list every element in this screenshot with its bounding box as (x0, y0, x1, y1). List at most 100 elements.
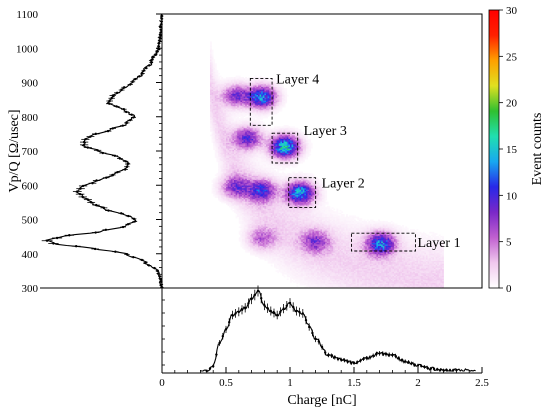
heatmap-cell (245, 130, 248, 133)
heatmap-cell (227, 111, 230, 113)
heatmap-cell (270, 207, 273, 209)
heatmap-cell (258, 253, 260, 256)
heatmap-cell (275, 144, 278, 146)
heatmap-cell (259, 118, 262, 120)
heatmap-cell (262, 218, 265, 220)
heatmap-cell (274, 253, 276, 256)
heatmap-cell (274, 79, 276, 82)
heatmap-cell (226, 124, 228, 127)
heatmap-cell (266, 181, 268, 183)
heatmap-cell (262, 87, 265, 90)
heatmap-cell (266, 130, 268, 133)
heatmap-cell (237, 170, 240, 172)
heatmap-cell (251, 124, 254, 127)
heatmap-cell (266, 214, 268, 216)
heatmap-cell (275, 190, 278, 193)
heatmap-cell (230, 77, 233, 79)
heatmap-cell (242, 112, 244, 115)
heatmap-cell (266, 241, 268, 244)
heatmap-cell (266, 216, 268, 219)
heatmap-cell (222, 96, 225, 98)
heatmap-cell (254, 109, 257, 112)
heatmap-cell (238, 172, 241, 175)
heatmap-cell (278, 178, 281, 181)
heatmap-cell (258, 135, 260, 138)
heatmap-cell (232, 93, 235, 96)
heatmap-cell (256, 181, 259, 183)
heatmap-cell (258, 233, 260, 235)
heatmap-cell (272, 82, 275, 85)
heatmap-cell (270, 133, 273, 135)
heatmap-cell (256, 115, 259, 118)
heatmap-cell (221, 123, 224, 126)
heatmap-cell (245, 89, 248, 92)
heatmap-cell (240, 233, 243, 235)
heatmap-cell (248, 94, 251, 97)
heatmap-cell (277, 133, 280, 135)
heatmap-cell (229, 183, 232, 186)
heatmap-cell (227, 126, 230, 129)
heatmap-cell (259, 167, 262, 170)
heatmap-cell (218, 115, 220, 118)
heatmap-cell (251, 151, 254, 153)
heatmap-cell (259, 220, 262, 223)
heatmap-cell (230, 78, 233, 81)
heatmap-cell (222, 182, 225, 185)
heatmap-cell (211, 57, 214, 60)
heatmap-cell (243, 151, 246, 153)
heatmap-cell (235, 103, 238, 105)
heatmap-cell (259, 159, 262, 161)
heatmap-cell (248, 242, 251, 245)
heatmap-cell (264, 101, 267, 104)
heatmap-cell (250, 92, 252, 94)
heatmap-cell (269, 214, 272, 216)
heatmap-cell (213, 104, 216, 107)
heatmap-cell (256, 108, 259, 111)
heatmap-cell (214, 63, 217, 65)
heatmap-cell (270, 204, 273, 207)
heatmap-cell (251, 129, 254, 131)
heatmap-cell (234, 159, 236, 161)
heatmap-cell (272, 198, 275, 201)
heatmap-cell (258, 175, 260, 178)
heatmap-cell (274, 235, 276, 238)
heatmap-cell (235, 179, 238, 182)
heatmap-cell (232, 133, 235, 135)
heatmap-cell (230, 152, 233, 155)
heatmap-cell (261, 182, 264, 185)
heatmap-cell (266, 237, 268, 239)
heatmap-cell (222, 164, 225, 167)
heatmap-cell (210, 101, 212, 104)
heatmap-cell (232, 164, 235, 167)
heatmap-cell (242, 156, 244, 159)
heatmap-cell (277, 152, 280, 155)
heatmap-cell (261, 231, 264, 234)
heatmap-cell (219, 104, 222, 107)
heatmap-cell (245, 242, 248, 245)
heatmap-cell (232, 190, 235, 193)
heatmap-cell (245, 92, 248, 94)
heatmap-cell (274, 127, 276, 130)
heatmap-cell (216, 79, 219, 82)
heatmap-cell (275, 248, 278, 250)
heatmap-cell (267, 216, 270, 219)
heatmap-cell (267, 96, 270, 98)
heatmap-cell (229, 193, 232, 196)
heatmap-cell (221, 114, 224, 116)
heatmap-cell (211, 100, 214, 102)
heatmap-cell (235, 77, 238, 79)
heatmap-cell (245, 212, 248, 215)
heatmap-cell (275, 174, 278, 176)
heatmap-cell (238, 101, 241, 104)
heatmap-cell (264, 231, 267, 234)
heatmap-cell (216, 182, 219, 185)
heatmap-cell (258, 237, 260, 239)
heatmap-cell (277, 89, 280, 92)
heatmap-cell (253, 227, 256, 230)
heatmap-cell (250, 85, 252, 87)
heatmap-cell (214, 178, 217, 181)
heatmap-cell (253, 233, 256, 235)
heatmap-cell (226, 92, 228, 94)
heatmap-cell (235, 190, 238, 193)
heatmap-cell (219, 89, 222, 92)
